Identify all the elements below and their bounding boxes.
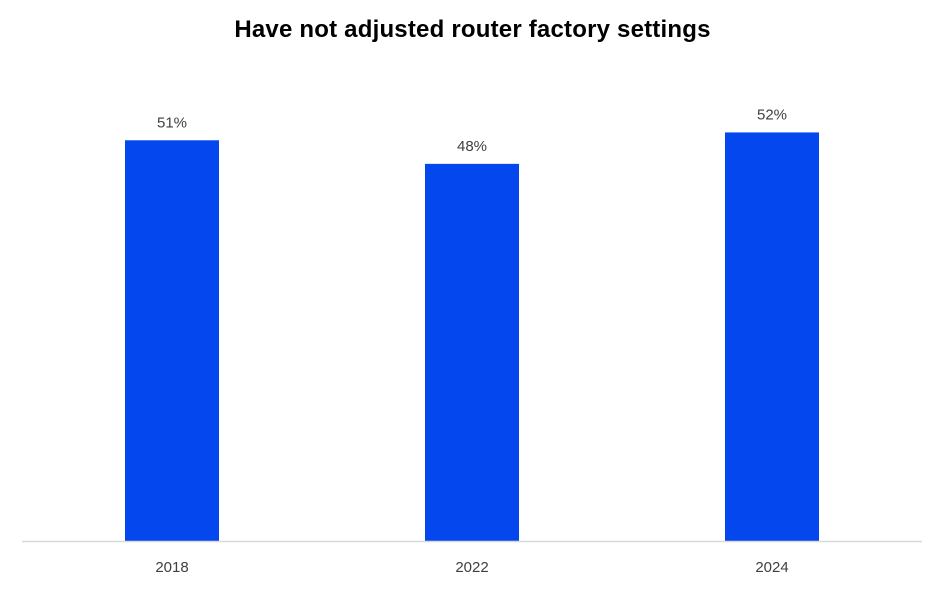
x-tick-labels-group: 2018 2022 2024 xyxy=(155,559,788,576)
data-label-2018: 51% xyxy=(157,114,187,131)
bar-2022 xyxy=(425,163,519,541)
data-label-2022: 48% xyxy=(457,138,487,155)
data-labels-group: 51% 48% 52% xyxy=(157,106,787,154)
bars-group xyxy=(125,132,819,542)
data-label-2024: 52% xyxy=(757,106,787,123)
x-tick-label-2022: 2022 xyxy=(455,559,488,576)
chart-title: Have not adjusted router factory setting… xyxy=(234,16,711,43)
x-tick-label-2024: 2024 xyxy=(755,559,788,576)
bar-2018 xyxy=(125,140,219,542)
bar-2024 xyxy=(725,132,819,541)
x-tick-label-2018: 2018 xyxy=(155,559,188,576)
